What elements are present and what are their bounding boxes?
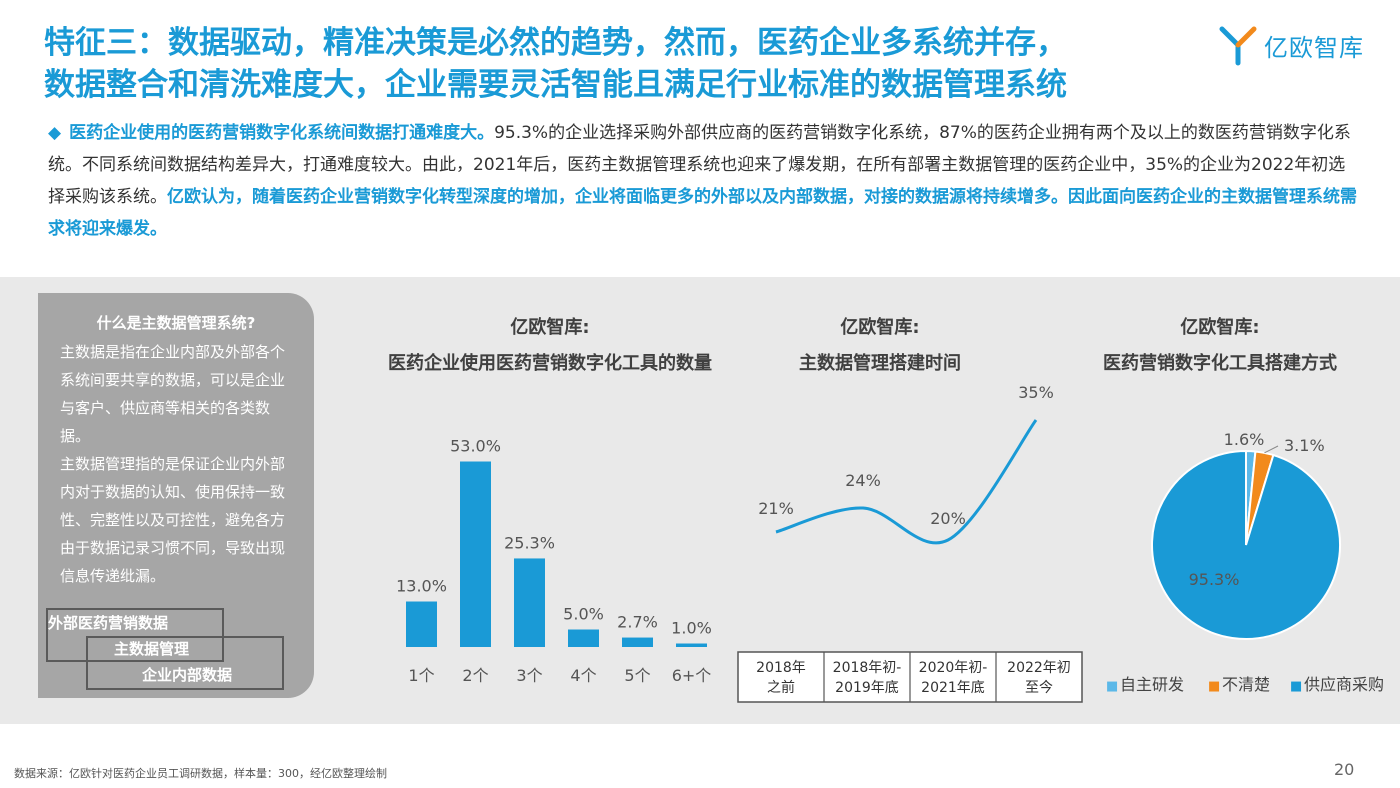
pie-value-label: 1.6% [1224, 430, 1265, 449]
bar-value-label: 53.0% [450, 437, 501, 456]
definition-paragraph-2: 主数据管理指的是保证企业内外部内对于数据的认知、使用保持一致性、完整性以及可控性… [60, 455, 286, 585]
line-value-label: 20% [930, 509, 966, 528]
pie-value-label: 95.3% [1189, 570, 1240, 589]
legend-swatch-icon: ■ [1106, 679, 1118, 694]
venn-label-master: 主数据管理 [114, 640, 190, 658]
line-value-label: 35% [1018, 383, 1054, 402]
line-value-label: 24% [845, 471, 881, 490]
bar-category-label: 6+个 [672, 666, 712, 685]
line-category-label: 之前 [767, 679, 795, 696]
pie-slice-3 [1151, 449, 1341, 640]
definition-paragraph-1: 主数据是指在企业内部及外部各个系统间要共享的数据，可以是企业与客户、供应商等相关… [60, 343, 286, 445]
legend-label: 供应商采购 [1304, 675, 1384, 694]
intro-highlight: 亿欧认为，随着医药企业营销数字化转型深度的增加，企业将面临更多的外部以及内部数据… [48, 187, 1357, 239]
legend-swatch-icon: ■ [1208, 679, 1220, 694]
venn-box-internal [86, 636, 284, 690]
bar-value-label: 25.3% [504, 533, 555, 552]
data-source-note: 数据来源：亿欧针对医药企业员工调研数据，样本量：300，经亿欧整理绘制 [14, 767, 387, 780]
bar-category-label: 3个 [516, 666, 542, 685]
pie-value-label: 3.1% [1284, 436, 1325, 455]
logo-mark-icon [1219, 26, 1257, 66]
pie-chart-title: 亿欧智库: 医药营销数字化工具搭建方式 [1070, 310, 1370, 382]
line-value-label: 21% [758, 499, 794, 518]
bar-5 [622, 637, 653, 647]
bar-6 [676, 643, 707, 647]
definition-text: 主数据是指在企业内部及外部各个系统间要共享的数据，可以是企业与客户、供应商等相关… [60, 338, 296, 590]
pie-leader-line [1264, 445, 1279, 454]
line-category-label: 2022年初 [1007, 659, 1071, 676]
bar-4 [568, 629, 599, 647]
line-category-label: 2018年初- [833, 659, 902, 676]
legend-label: 自主研发 [1120, 675, 1184, 694]
bar-category-label: 2个 [462, 666, 488, 685]
bar-category-label: 4个 [570, 666, 596, 685]
bar-value-label: 1.0% [671, 619, 712, 638]
bar-1 [406, 601, 437, 647]
bar-chart-title-line-1: 亿欧智库: [510, 317, 590, 338]
bar-chart-title: 亿欧智库: 医药企业使用医药营销数字化工具的数量 [350, 310, 750, 382]
line-series [775, 419, 1038, 545]
line-chart-title-line-1: 亿欧智库: [840, 317, 920, 338]
line-category-label: 2021年底 [921, 680, 985, 696]
intro-paragraph: ◆ 医药企业使用的医药营销数字化系统间数据打通难度大。95.3%的企业选择采购外部… [48, 117, 1360, 245]
line-category-label: 2018年 [756, 660, 806, 676]
line-category-label: 2020年初- [919, 659, 988, 676]
legend-swatch-icon: ■ [1290, 679, 1302, 694]
page-title: 特征三：数据驱动，精准决策是必然的趋势，然而，医药企业多系统并存， 数据整合和清… [44, 22, 1194, 106]
definition-title: 什么是主数据管理系统? [96, 314, 256, 332]
intro-lead: 医药企业使用的医药营销数字化系统间数据打通难度大。 [69, 123, 495, 143]
definition-box [38, 293, 314, 698]
venn-box-external [46, 608, 224, 662]
line-category-label: 至今 [1025, 680, 1053, 696]
bar-category-label: 5个 [624, 666, 650, 685]
bar-value-label: 13.0% [396, 577, 447, 596]
bar-3 [514, 558, 545, 647]
line-chart-title-line-2: 主数据管理搭建时间 [799, 353, 961, 374]
bar-chart: 13.0% 1个 53.0% 2个 25.3% 3个 5.0% 4个 2.7% 5个 1.0% 6+个 [396, 437, 712, 686]
pie-chart: 1.6% 3.1%95.3%■ 自主研发 ■ 不清楚 ■ 供应商采购 [1106, 430, 1384, 694]
pie-chart-title-line-2: 医药营销数字化工具搭建方式 [1103, 353, 1337, 374]
venn-label-internal: 企业内部数据 [142, 666, 233, 684]
bar-value-label: 5.0% [563, 605, 604, 624]
pie-chart-title-line-1: 亿欧智库: [1180, 317, 1260, 338]
logo-text: 亿欧智库 [1264, 33, 1364, 62]
venn-label-external: 外部医药营销数据 [48, 614, 169, 632]
intro-body: 95.3%的企业选择采购外部供应商的医药营销数字化系统，87%的医药企业拥有两个… [48, 123, 1351, 207]
brand-logo: 亿欧智库 [1216, 22, 1386, 68]
title-line-2: 数据整合和清洗难度大，企业需要灵活智能且满足行业标准的数据管理系统 [44, 67, 1067, 103]
diamond-bullet-icon: ◆ [48, 123, 62, 143]
title-line-1: 特征三：数据驱动，精准决策是必然的趋势，然而，医药企业多系统并存， [44, 25, 1067, 61]
bar-category-label: 1个 [408, 666, 434, 685]
legend-label: 不清楚 [1222, 675, 1270, 694]
page-number: 20 [1334, 760, 1355, 779]
bar-chart-title-line-2: 医药企业使用医药营销数字化工具的数量 [388, 353, 712, 374]
bar-2 [460, 461, 491, 647]
line-chart-title: 亿欧智库: 主数据管理搭建时间 [735, 310, 1025, 382]
line-category-label: 2019年底 [835, 680, 899, 696]
bar-value-label: 2.7% [617, 613, 658, 632]
